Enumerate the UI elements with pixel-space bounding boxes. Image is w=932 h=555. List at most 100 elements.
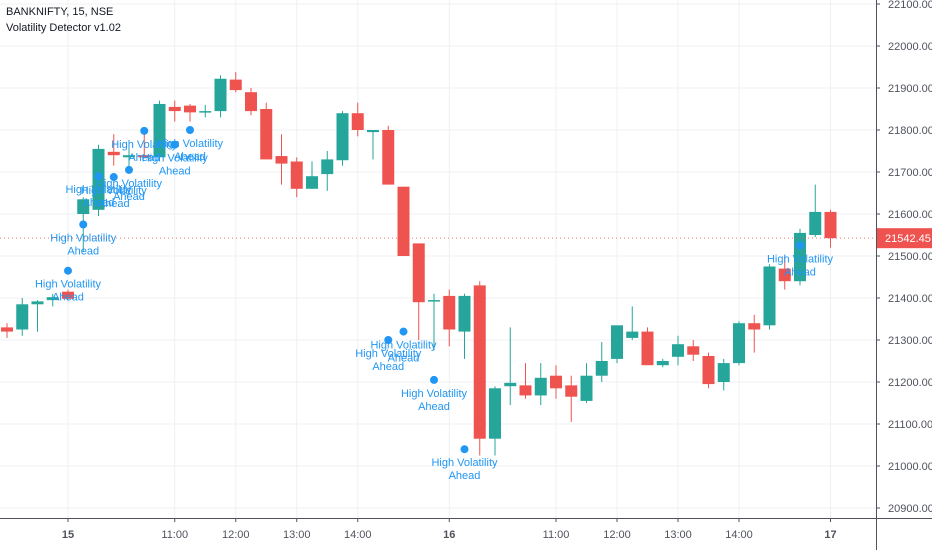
volatility-marker[interactable] <box>125 165 133 174</box>
last-price-tag <box>877 228 932 249</box>
volatility-annotation: Ahead <box>784 267 816 279</box>
x-tick-label: 17 <box>824 529 836 541</box>
volatility-marker[interactable] <box>430 375 438 384</box>
volatility-annotation: High Volatility <box>50 233 117 245</box>
volatility-annotation: High Volatility <box>355 348 422 360</box>
candle-body[interactable] <box>245 92 257 112</box>
volatility-annotation: Ahead <box>67 246 99 258</box>
candle-body[interactable] <box>473 285 486 439</box>
volatility-annotation: Ahead <box>174 151 206 163</box>
candle-body[interactable] <box>702 355 715 385</box>
volatility-marker[interactable] <box>399 327 408 336</box>
candle-body[interactable] <box>428 300 440 302</box>
candle-body[interactable] <box>595 361 608 376</box>
candle-body[interactable] <box>168 106 181 112</box>
candle-body[interactable] <box>199 111 212 113</box>
volatility-annotation: Ahead <box>388 353 420 365</box>
x-tick-label: 13:00 <box>283 529 311 541</box>
candle-body[interactable] <box>321 159 334 175</box>
volatility-annotation: Ahead <box>449 470 481 482</box>
volatility-marker[interactable] <box>170 140 179 149</box>
candle-body[interactable] <box>412 243 425 303</box>
candle-body[interactable] <box>763 266 776 326</box>
candle-body[interactable] <box>46 297 59 301</box>
candle-body[interactable] <box>367 130 379 133</box>
candle-body[interactable] <box>62 291 74 299</box>
candle-body[interactable] <box>748 323 761 330</box>
candle-body[interactable] <box>580 375 593 401</box>
volatility-annotation: Ahead <box>83 197 115 209</box>
volatility-annotation: High Volatility <box>142 153 209 165</box>
candle-body[interactable] <box>443 295 456 330</box>
volatility-marker[interactable] <box>94 172 103 181</box>
volatility-annotation: High Volatility <box>96 178 163 190</box>
candle-body[interactable] <box>641 331 654 366</box>
candle-body[interactable] <box>107 151 120 156</box>
symbol-title: BANKNIFTY, 15, NSE <box>6 6 114 18</box>
candle-body[interactable] <box>382 130 395 185</box>
volatility-marker[interactable] <box>64 266 72 275</box>
volatility-marker[interactable] <box>460 445 469 454</box>
volatility-marker[interactable] <box>140 126 149 135</box>
volatility-annotation: High Volatility <box>401 388 468 400</box>
candle-body[interactable] <box>214 78 227 112</box>
y-tick-label: 22100.00 <box>888 0 932 11</box>
candle-body[interactable] <box>489 388 501 439</box>
y-tick-label: 21700.00 <box>888 167 932 179</box>
volatility-marker[interactable] <box>79 220 88 229</box>
candle-body[interactable] <box>397 186 410 256</box>
candle-body[interactable] <box>672 344 684 357</box>
candle-body[interactable] <box>16 304 29 330</box>
candle-body[interactable] <box>519 385 532 396</box>
candle-body[interactable] <box>565 385 578 397</box>
candle-body[interactable] <box>534 377 547 396</box>
y-tick-label: 22000.00 <box>888 41 932 53</box>
candle-body[interactable] <box>824 211 837 239</box>
candle-body[interactable] <box>733 323 745 364</box>
x-tick-label: 11:00 <box>161 529 188 541</box>
candle-body[interactable] <box>306 176 318 189</box>
candle-body[interactable] <box>809 211 822 235</box>
volatility-annotation: High Volatility <box>111 139 178 151</box>
candle-body[interactable] <box>717 363 730 382</box>
x-tick-label: 16 <box>443 529 455 541</box>
volatility-annotation: High Volatility <box>65 184 132 196</box>
candle-body[interactable] <box>229 79 242 91</box>
volatility-annotation: High Volatility <box>767 254 834 266</box>
candle-body[interactable] <box>77 199 90 214</box>
volatility-annotation: Ahead <box>418 401 450 413</box>
candle-body[interactable] <box>275 156 288 164</box>
candle-body[interactable] <box>626 331 639 338</box>
volatility-marker[interactable] <box>109 173 118 182</box>
candle-body[interactable] <box>123 155 135 158</box>
volatility-annotation: Ahead <box>113 191 145 203</box>
candle-body[interactable] <box>31 301 44 305</box>
x-tick-label: 15 <box>62 529 74 541</box>
y-tick-label: 20900.00 <box>888 503 932 515</box>
y-tick-label: 21200.00 <box>888 377 932 389</box>
candle-body[interactable] <box>778 268 791 282</box>
candle-body[interactable] <box>290 161 303 189</box>
volatility-marker[interactable] <box>796 241 804 250</box>
candle-body[interactable] <box>687 346 700 355</box>
y-tick-label: 21000.00 <box>888 461 932 473</box>
volatility-annotation: Ahead <box>52 292 84 304</box>
candle-body[interactable] <box>611 325 623 359</box>
candle-body[interactable] <box>550 375 562 389</box>
candle-body[interactable] <box>1 327 13 332</box>
candle-body[interactable] <box>184 105 196 113</box>
candle-body[interactable] <box>351 113 364 130</box>
candle-body[interactable] <box>138 155 151 158</box>
candle-body[interactable] <box>260 109 273 160</box>
volatility-marker[interactable] <box>186 126 194 134</box>
candle-body[interactable] <box>336 113 349 161</box>
x-tick-label: 14:00 <box>344 529 372 541</box>
candle-body[interactable] <box>504 382 517 387</box>
candle-body[interactable] <box>458 295 471 332</box>
volatility-marker[interactable] <box>384 336 393 344</box>
candle-body[interactable] <box>153 103 166 158</box>
y-tick-label: 21400.00 <box>888 293 932 305</box>
candle-body[interactable] <box>656 361 669 366</box>
